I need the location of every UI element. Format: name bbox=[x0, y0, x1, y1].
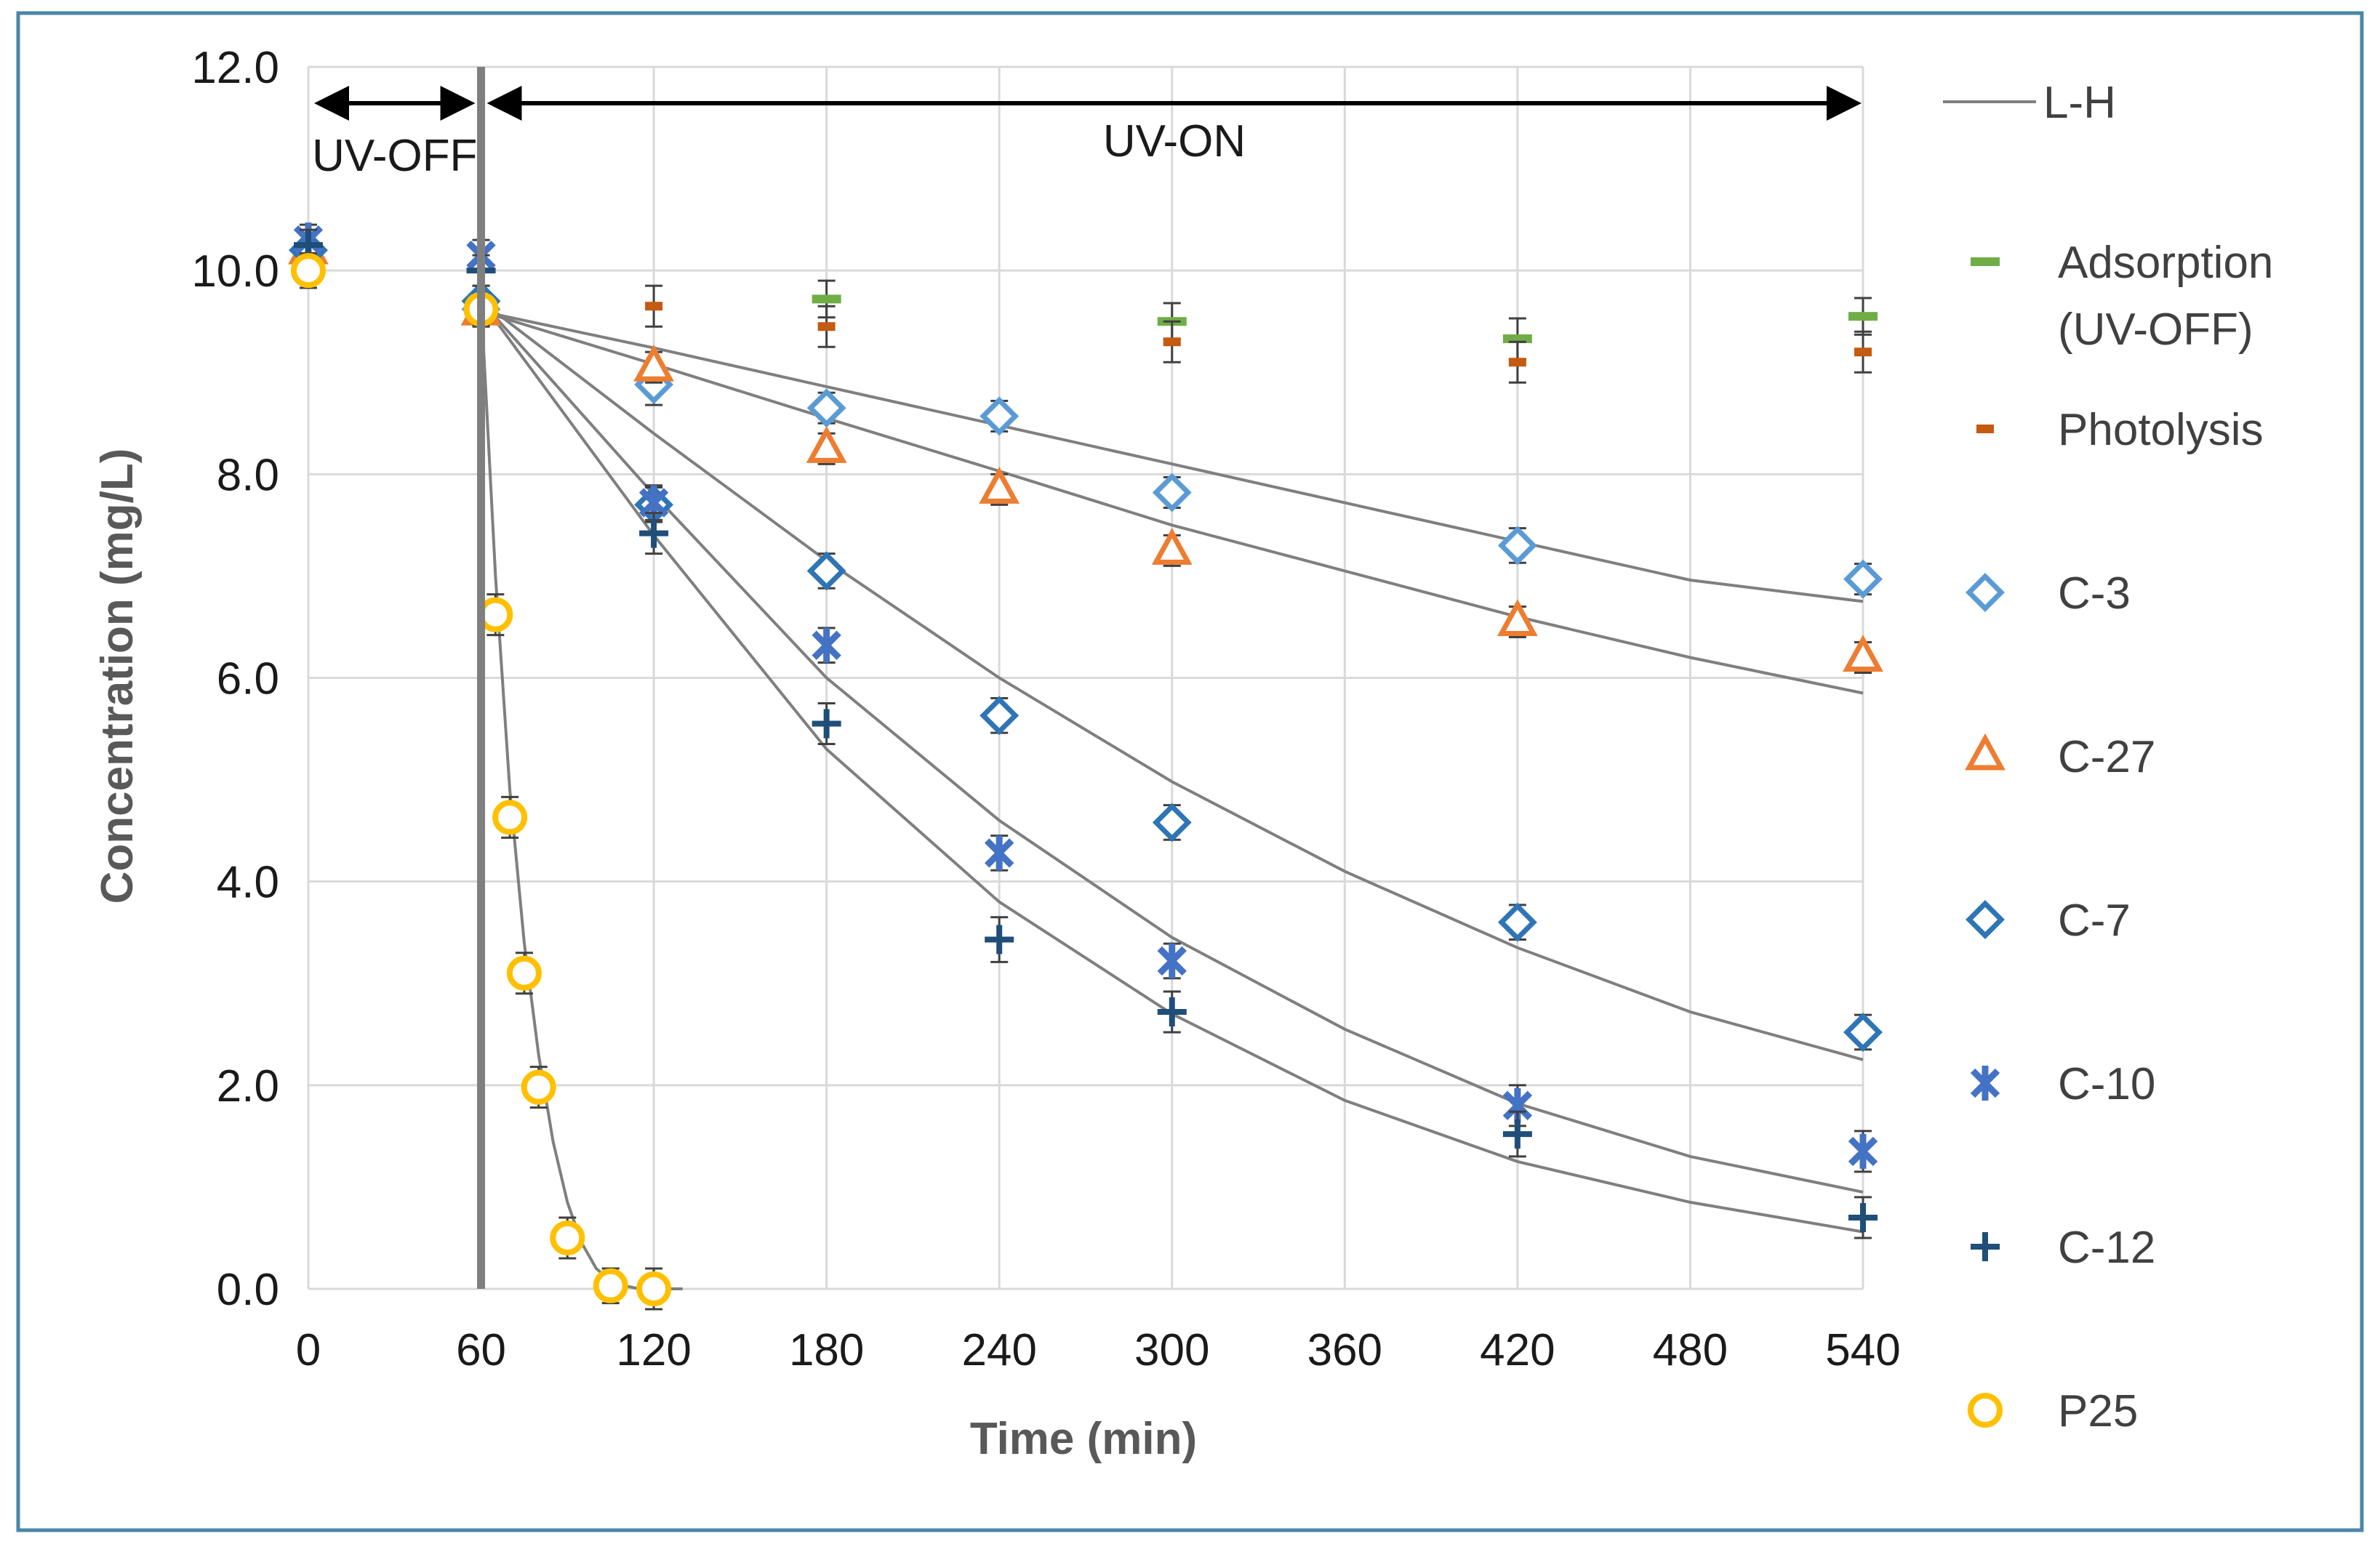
y-tick-label: 4.0 bbox=[217, 858, 279, 908]
x-tick-label: 540 bbox=[1825, 1325, 1900, 1375]
data-point-c-7 bbox=[1152, 803, 1192, 843]
data-point-c-7 bbox=[1497, 902, 1537, 942]
data-markers bbox=[288, 222, 1883, 1311]
data-point-p25 bbox=[636, 1271, 672, 1306]
legend: L-H Adsorption (UV-OFF) Photolysis C-3 C-27 C-… bbox=[1943, 78, 2273, 1436]
data-point-c-27 bbox=[979, 467, 1020, 504]
x-tick-label: 420 bbox=[1480, 1325, 1555, 1375]
legend-swatch-c-10 bbox=[1970, 1066, 2000, 1101]
data-point-p25 bbox=[521, 1069, 556, 1105]
data-point-c-10 bbox=[985, 835, 1014, 871]
x-tick-label: 480 bbox=[1653, 1325, 1728, 1375]
legend-swatch-c-3 bbox=[1966, 573, 2005, 612]
fit-curve bbox=[481, 310, 1864, 603]
legend-label-c-27: C-27 bbox=[2058, 732, 2155, 782]
y-axis: 0.0 2.0 4.0 6.0 8.0 10.0 12.0 bbox=[191, 43, 279, 1315]
data-point-p25 bbox=[550, 1220, 585, 1255]
data-point-c-12 bbox=[1157, 997, 1187, 1026]
legend-swatch-c-27 bbox=[1965, 733, 2006, 771]
legend-label-c-10: C-10 bbox=[2058, 1059, 2155, 1109]
fit-curve bbox=[481, 310, 1864, 695]
data-point-c-7 bbox=[806, 551, 846, 591]
data-point-c-12 bbox=[639, 518, 669, 548]
data-point-c-10 bbox=[812, 627, 841, 663]
data-point-c-27 bbox=[1496, 599, 1538, 636]
data-point-c-27 bbox=[1151, 528, 1193, 565]
legend-swatch-photolysis bbox=[1976, 425, 1994, 433]
data-point-c-3 bbox=[806, 388, 846, 428]
x-tick-label: 180 bbox=[789, 1325, 864, 1375]
data-point-c-12 bbox=[1502, 1119, 1532, 1149]
legend-label-c-3: C-3 bbox=[2058, 568, 2131, 619]
data-point-photolysis bbox=[1163, 337, 1181, 347]
data-point-c-10 bbox=[1157, 943, 1187, 978]
data-point-c-3 bbox=[1497, 526, 1537, 566]
data-point-photolysis bbox=[817, 322, 836, 331]
uv-off-label: UV-OFF bbox=[312, 131, 477, 181]
data-point-c-12 bbox=[812, 709, 841, 739]
y-tick-label: 6.0 bbox=[217, 654, 279, 704]
data-point-c-7 bbox=[979, 696, 1019, 736]
data-point-photolysis bbox=[1508, 358, 1526, 367]
data-point-p25 bbox=[593, 1268, 628, 1303]
data-point-adsorption-uv-off bbox=[812, 294, 841, 304]
uv-on-label: UV-ON bbox=[1103, 116, 1246, 166]
y-tick-label: 12.0 bbox=[191, 43, 279, 93]
data-point-c-27 bbox=[633, 344, 675, 382]
legend-swatch-p25 bbox=[1968, 1393, 2003, 1428]
uv-annotations: UV-OFF UV-ON bbox=[312, 67, 1862, 1289]
data-point-photolysis bbox=[1854, 347, 1872, 357]
legend-label-c-12: C-12 bbox=[2058, 1223, 2155, 1273]
data-point-c-3 bbox=[1152, 473, 1192, 512]
x-tick-label: 240 bbox=[961, 1325, 1036, 1375]
legend-swatch-c-7 bbox=[1966, 900, 2005, 939]
data-point-c-7 bbox=[1843, 1013, 1883, 1052]
y-tick-label: 2.0 bbox=[217, 1061, 279, 1111]
legend-label-adsorption-uv-off: Adsorption bbox=[2058, 238, 2273, 288]
x-tick-label: 120 bbox=[616, 1325, 691, 1375]
data-point-p25 bbox=[291, 253, 326, 289]
x-tick-label: 360 bbox=[1307, 1325, 1382, 1375]
y-tick-label: 0.0 bbox=[217, 1265, 279, 1315]
y-tick-label: 8.0 bbox=[217, 450, 279, 500]
data-point-photolysis bbox=[645, 302, 663, 311]
fit-curve bbox=[480, 299, 1864, 1061]
x-axis-title: Time (min) bbox=[970, 1414, 1197, 1464]
data-point-c-27 bbox=[1843, 635, 1883, 672]
x-tick-label: 60 bbox=[456, 1325, 506, 1375]
data-point-c-3 bbox=[1843, 559, 1883, 599]
data-point-c-10 bbox=[1848, 1133, 1878, 1169]
legend-swatch-adsorption-uv-off bbox=[1971, 257, 2000, 266]
data-point-adsorption-uv-off bbox=[1848, 312, 1878, 321]
grid bbox=[307, 65, 1864, 1290]
legend-swatch-c-12 bbox=[1971, 1232, 2000, 1261]
data-point-c-12 bbox=[1848, 1202, 1878, 1232]
data-point-p25 bbox=[478, 597, 513, 632]
x-tick-label: 0 bbox=[296, 1325, 321, 1375]
x-tick-label: 300 bbox=[1134, 1325, 1209, 1375]
fit-curve bbox=[480, 299, 1864, 1194]
data-point-c-3 bbox=[979, 396, 1019, 436]
data-point-c-12 bbox=[985, 925, 1014, 954]
y-tick-label: 10.0 bbox=[191, 246, 279, 297]
legend-label-adsorption-uv-off: (UV-OFF) bbox=[2058, 305, 2253, 355]
data-point-p25 bbox=[492, 800, 528, 835]
legend-label-photolysis: Photolysis bbox=[2058, 405, 2264, 455]
x-axis: 0 60 120 180 240 300 360 420 480 540 bbox=[296, 1325, 1901, 1375]
chart-frame bbox=[16, 11, 2364, 1532]
legend-label-p25: P25 bbox=[2058, 1386, 2138, 1436]
legend-label-l-h: L-H bbox=[2043, 78, 2116, 128]
y-axis-title: Concentration (mg/L) bbox=[92, 449, 143, 904]
data-point-c-27 bbox=[806, 426, 847, 463]
legend-label-c-7: C-7 bbox=[2058, 896, 2131, 946]
data-point-p25 bbox=[506, 955, 542, 991]
